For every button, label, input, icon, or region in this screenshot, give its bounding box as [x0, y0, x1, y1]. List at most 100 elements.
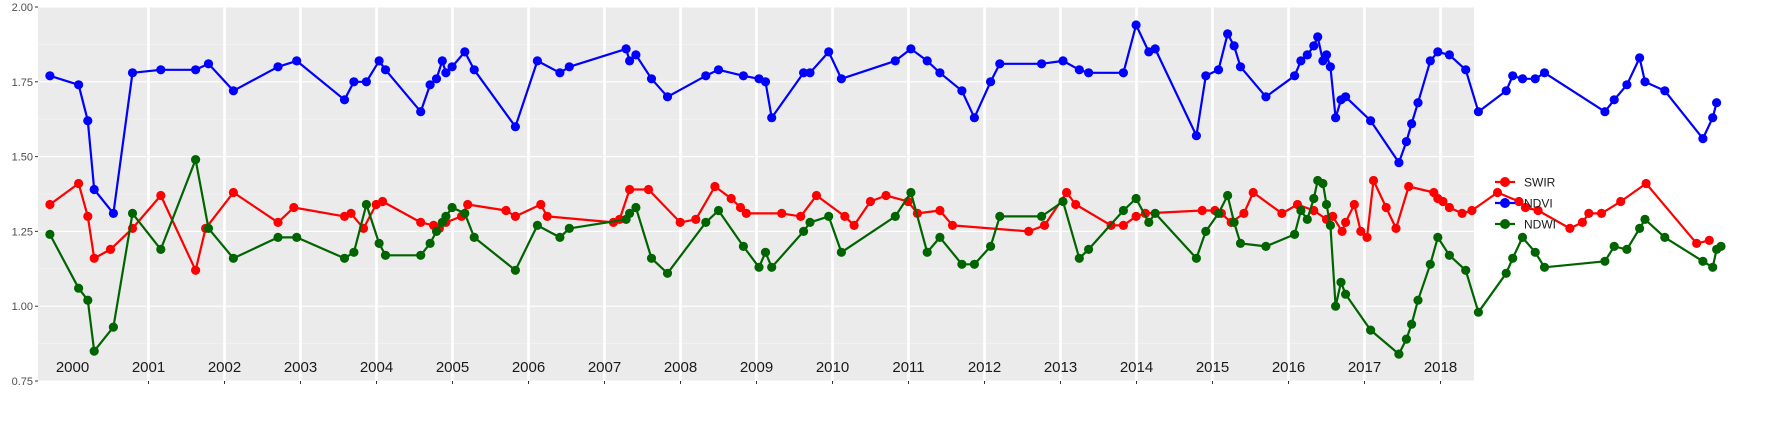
year-label: 2007: [588, 359, 621, 376]
year-label: 2003: [284, 359, 317, 376]
ndvi-point: [1444, 50, 1454, 60]
ndwi-point: [799, 226, 809, 236]
ndwi-point: [1325, 220, 1335, 230]
swir-point: [378, 196, 388, 207]
ndwi-point: [890, 211, 900, 221]
year-label: 2017: [1348, 359, 1381, 376]
ndwi-point: [1413, 295, 1423, 305]
swir-point: [1692, 238, 1702, 248]
ndvi-point: [1325, 62, 1335, 72]
swir-point: [849, 220, 859, 230]
swir-point: [947, 220, 958, 230]
ndwi-point: [1600, 256, 1610, 266]
ndwi-point: [191, 155, 201, 165]
swir-point: [1438, 196, 1448, 207]
year-labels: 2000 2001 2002 2003 2004 2005 2006 2007 2008 2009…: [56, 359, 1457, 376]
ndwi-point: [441, 211, 451, 221]
swir-point: [1391, 223, 1401, 233]
ndvi-point: [1517, 74, 1528, 84]
ndvi-point: [1635, 53, 1645, 63]
swir-point: [881, 190, 891, 201]
ndwi-point: [108, 322, 118, 332]
ndwi-point: [738, 241, 749, 251]
swir-point: [1039, 220, 1050, 230]
year-label: 2010: [816, 359, 849, 376]
ndvi-point: [1150, 44, 1160, 54]
ndvi-point: [1058, 56, 1068, 66]
swir-point: [741, 208, 751, 218]
ndvi-point: [1609, 95, 1619, 105]
ndwi-point: [1201, 226, 1211, 236]
ndvi-point: [1508, 71, 1518, 81]
year-label: 2015: [1196, 359, 1229, 376]
ndwi-point: [469, 232, 479, 242]
year-label: 2008: [664, 359, 697, 376]
swir-point: [1328, 211, 1338, 221]
ndwi-point: [1318, 178, 1328, 189]
swir-point: [726, 193, 736, 204]
ndwi-point: [1461, 265, 1471, 275]
ndwi-point: [1501, 268, 1511, 278]
ndvi-point: [89, 184, 99, 195]
ndvi-point: [1229, 41, 1239, 51]
swir-point: [1444, 202, 1454, 213]
ndvi-point: [127, 68, 138, 78]
ndwi-point: [1336, 277, 1346, 287]
ndwi-point: [431, 226, 442, 236]
swir-point: [74, 178, 84, 189]
swir-point: [1514, 196, 1524, 207]
swir-point: [191, 265, 201, 275]
ndwi-point: [203, 223, 214, 233]
ndwi-point: [361, 199, 371, 210]
ndvi-point: [1539, 68, 1550, 78]
year-label: 2000: [56, 359, 89, 376]
swir-point: [840, 211, 850, 221]
ndwi-point: [754, 262, 764, 272]
swir-point: [1467, 205, 1477, 216]
y-tick-label: 1.50: [12, 152, 33, 164]
ndvi-point: [1712, 98, 1722, 108]
ndwi-point: [292, 232, 302, 242]
year-label: 2013: [1044, 359, 1077, 376]
ndwi-point: [89, 346, 99, 356]
swir-point: [1248, 187, 1258, 198]
ndwi-point: [986, 241, 996, 251]
ndwi-point: [83, 295, 93, 305]
ndvi-point: [339, 95, 350, 105]
ndvi-point: [1131, 20, 1141, 30]
swir-point: [811, 190, 822, 201]
ndvi-point: [380, 65, 391, 75]
ndwi-point: [662, 268, 673, 278]
swir-point: [1024, 226, 1034, 236]
ndwi-point: [1366, 325, 1376, 335]
ndvi-point: [935, 68, 945, 78]
ndwi-point: [767, 262, 777, 272]
data-series: [45, 20, 1726, 359]
ndwi-point: [532, 220, 543, 230]
swir-point: [777, 208, 787, 218]
ndvi-point: [760, 77, 771, 87]
ndvi-point: [1037, 59, 1047, 69]
ndwi-point: [1235, 238, 1246, 248]
ndwi-point: [805, 217, 815, 227]
ndwi-point: [969, 259, 980, 269]
ndwi-point: [1341, 289, 1351, 299]
ndwi-legend-label: NDWI: [1524, 218, 1556, 232]
swir-point: [89, 253, 99, 263]
ndwi-point: [1223, 190, 1233, 201]
ndwi-point: [45, 229, 55, 239]
ndvi-point: [621, 44, 631, 54]
ndvi-point: [1698, 134, 1708, 144]
ndvi-point: [1321, 50, 1332, 60]
ndvi-point: [1223, 29, 1233, 39]
ndvi-point: [1309, 41, 1319, 51]
swir-point: [1131, 211, 1141, 221]
ndvi-point: [1425, 56, 1435, 66]
ndwi-point: [824, 211, 834, 221]
ndvi-point: [922, 56, 932, 66]
ndwi-point: [1539, 262, 1550, 272]
ndwi-point: [460, 208, 470, 218]
ndwi-point: [906, 187, 916, 198]
swir-point: [510, 211, 520, 221]
ndwi-point: [1698, 256, 1708, 266]
